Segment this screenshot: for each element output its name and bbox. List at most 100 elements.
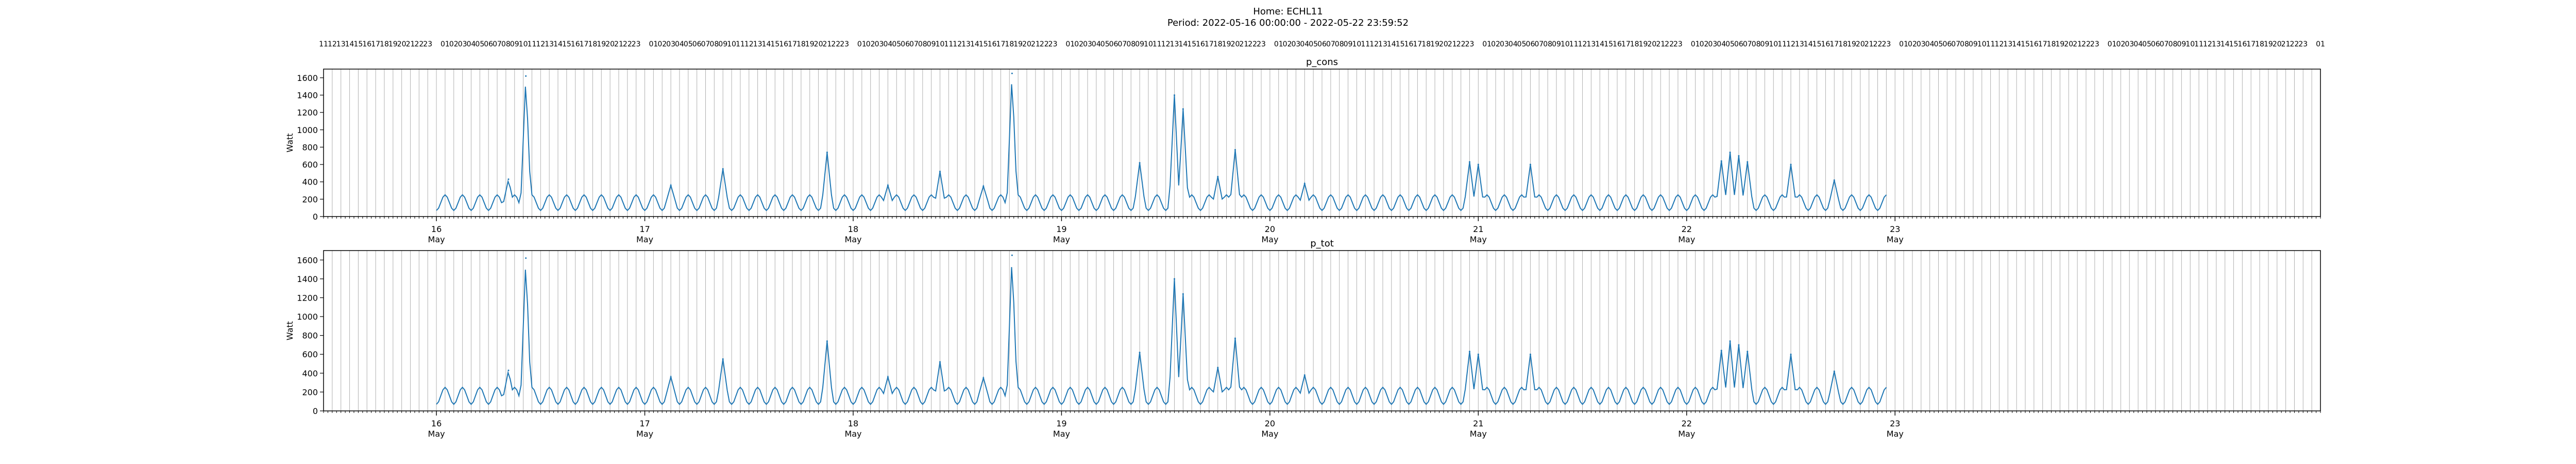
hour-tick-label: 10: [1977, 40, 1987, 48]
hour-tick-label: 20: [397, 40, 406, 48]
hour-tick-label: 12: [1578, 40, 1587, 48]
hour-tick-label: 18: [588, 40, 598, 48]
hour-tick-label: 11: [1361, 40, 1370, 48]
hour-tick-label: 21: [2073, 40, 2082, 48]
spike-points: [507, 72, 1835, 187]
hour-tick-label: 14: [1178, 40, 1188, 48]
y-tick-label: 1200: [297, 108, 318, 118]
y-axis: 0 200 400 600 800 1000 1200 1400 1600 Watt: [285, 73, 324, 222]
data-point: [826, 152, 828, 154]
data-point: [1011, 254, 1013, 256]
y-axis: 0 200 400 600 800 1000 1200 1400 1600 Watt: [285, 255, 324, 416]
y-tick-label: 800: [302, 142, 318, 152]
hour-tick-label: 23: [2090, 40, 2099, 48]
hour-tick-label: 13: [2003, 40, 2012, 48]
hour-tick-label: 20: [1439, 40, 1448, 48]
y-tick-label: 600: [302, 160, 318, 170]
y-tick-label: 200: [302, 194, 318, 204]
hour-tick-label: 14: [2012, 40, 2021, 48]
hour-tick-label: 14: [2221, 40, 2230, 48]
data-point: [1468, 351, 1470, 353]
hour-tick-label: 11: [736, 40, 745, 48]
data-point: [1790, 353, 1792, 355]
y-tick-label: 1400: [297, 274, 318, 284]
y-tick-label: 1000: [297, 312, 318, 322]
hour-tick-label: 18: [2255, 40, 2264, 48]
figure-title-period: Period: 2022-05-16 00:00:00 - 2022-05-22…: [1167, 18, 1409, 28]
hour-tick-label: 22: [1248, 40, 1257, 48]
hour-tick-label: 09: [1552, 40, 1561, 48]
x-minor-ticks: [323, 411, 2321, 413]
hour-tick-label: 05: [1725, 40, 1735, 48]
hour-tick-label: 09: [1969, 40, 1978, 48]
hour-tick-label: 23: [423, 40, 432, 48]
hour-tick-label: 13: [753, 40, 762, 48]
hour-tick-label: 04: [467, 40, 476, 48]
hour-tick-label: 15: [2021, 40, 2030, 48]
data-point: [1234, 337, 1236, 339]
x-month-label: May: [1887, 235, 1904, 244]
hour-tick-label: 02: [1491, 40, 1500, 48]
hour-tick-label: 19: [1222, 40, 1231, 48]
hour-tick-label: 10: [1144, 40, 1153, 48]
hour-tick-label: 12: [2203, 40, 2212, 48]
data-point: [525, 75, 527, 77]
hour-tick-label: 14: [1804, 40, 1813, 48]
hour-tick-label: 18: [1838, 40, 1848, 48]
data-point: [1729, 340, 1731, 342]
hour-tick-label: 01: [1065, 40, 1075, 48]
hour-tick-label: 23: [1048, 40, 1058, 48]
hour-tick-label: 10: [936, 40, 945, 48]
hour-tick-label: 17: [2038, 40, 2047, 48]
hour-tick-label: 17: [580, 40, 589, 48]
data-point: [670, 376, 672, 378]
hour-tick-label: 06: [1109, 40, 1118, 48]
y-tick-label: 400: [302, 177, 318, 187]
hour-tick-label: 22: [1873, 40, 1883, 48]
data-point: [1174, 278, 1176, 280]
hour-tick-label: 04: [675, 40, 684, 48]
hour-tick-label: 23: [1673, 40, 1683, 48]
hour-tick-label: 10: [1352, 40, 1361, 48]
hour-tick-label: 01: [2316, 40, 2325, 48]
hour-tick-label: 10: [2185, 40, 2195, 48]
hour-tick-label: 04: [1300, 40, 1309, 48]
hour-tick-label: 19: [388, 40, 398, 48]
data-point: [1738, 344, 1740, 346]
hour-tick-label: 05: [1934, 40, 1943, 48]
hour-tick-label: 15: [979, 40, 988, 48]
data-point: [1468, 161, 1470, 163]
data-point: [670, 184, 672, 186]
hour-tick-label: 12: [328, 40, 337, 48]
hour-tick-label: 06: [2151, 40, 2160, 48]
hour-tick-label: 07: [701, 40, 710, 48]
hour-tick-label: 01: [440, 40, 450, 48]
x-day-label: 16: [431, 224, 442, 234]
hour-tick-label: 16: [571, 40, 580, 48]
data-point: [1477, 163, 1479, 165]
hour-tick-label: 14: [1387, 40, 1396, 48]
hour-tick-label: 02: [1700, 40, 1709, 48]
hour-tick-label: 01: [857, 40, 867, 48]
hour-tick-label: 09: [1760, 40, 1770, 48]
hour-tick-label: 02: [1074, 40, 1083, 48]
hour-tick-label: 06: [1942, 40, 1952, 48]
hour-labels: 11 12 13 14 15 16 17 18 19 20 21 22 23 01 02 03 04 05 06 07…: [319, 40, 2325, 48]
hour-tick-label: 12: [1995, 40, 2004, 48]
data-point: [1234, 148, 1236, 151]
hour-tick-label: 12: [953, 40, 962, 48]
hour-tick-label: 11: [1777, 40, 1787, 48]
hour-tick-label: 01: [1899, 40, 1908, 48]
hour-tick-label: 08: [501, 40, 511, 48]
x-month-label: May: [636, 235, 653, 244]
data-point: [1477, 353, 1479, 355]
x-month-label: May: [1678, 429, 1695, 439]
x-month-label: May: [428, 429, 445, 439]
hour-tick-label: 09: [510, 40, 519, 48]
hour-tick-label: 17: [996, 40, 1006, 48]
hour-tick-label: 03: [1500, 40, 1509, 48]
hour-tick-label: 23: [840, 40, 849, 48]
